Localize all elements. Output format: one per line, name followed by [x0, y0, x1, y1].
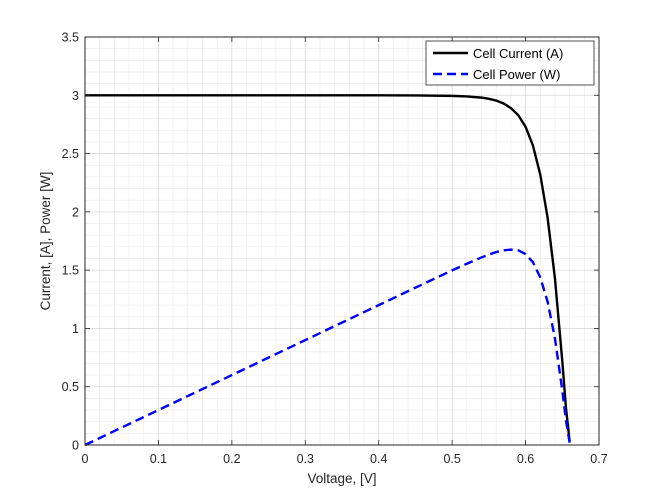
- x-axis-label: Voltage, [V]: [307, 471, 376, 486]
- legend: Cell Current (A) Cell Power (W): [425, 40, 595, 86]
- legend-label-current: Cell Current (A): [473, 46, 563, 61]
- y-tick-label: 0: [72, 439, 79, 453]
- x-tick-label: 0.5: [443, 452, 460, 466]
- y-tick-label: 3: [72, 89, 79, 103]
- x-tick-label: 0.3: [297, 452, 314, 466]
- plot-frame: [84, 36, 600, 446]
- x-tick-label: 0.6: [517, 452, 534, 466]
- y-tick-label: 0.5: [62, 380, 79, 394]
- minor-grid: [85, 37, 599, 445]
- y-tick-label: 1.5: [62, 264, 79, 278]
- axis-ticks: [84, 36, 600, 446]
- y-tick-label: 1: [72, 322, 79, 336]
- x-tick-label: 0: [82, 452, 89, 466]
- x-tick-label: 0.2: [223, 452, 240, 466]
- y-tick-label: 2: [72, 205, 79, 219]
- y-tick-labels: 0 0.5 1 1.5 2 2.5 3 3.5: [62, 31, 79, 453]
- legend-box: [425, 40, 595, 86]
- legend-label-power: Cell Power (W): [473, 67, 560, 82]
- y-axis-label: Current, [A], Power [W]: [38, 172, 53, 311]
- series-line-cell-current: [85, 94, 571, 442]
- plot-area: [85, 37, 599, 445]
- y-tick-label: 3.5: [62, 31, 79, 45]
- series-layer: [84, 94, 571, 447]
- series-line-cell-power: [84, 248, 571, 447]
- y-tick-label: 2.5: [62, 147, 79, 161]
- plot-background: [85, 37, 599, 445]
- x-tick-label: 0.4: [370, 452, 387, 466]
- x-tick-labels: 0 0.1 0.2 0.3 0.4 0.5 0.6 0.7: [82, 452, 608, 466]
- x-tick-label: 0.7: [590, 452, 607, 466]
- x-tick-label: 0.1: [150, 452, 167, 466]
